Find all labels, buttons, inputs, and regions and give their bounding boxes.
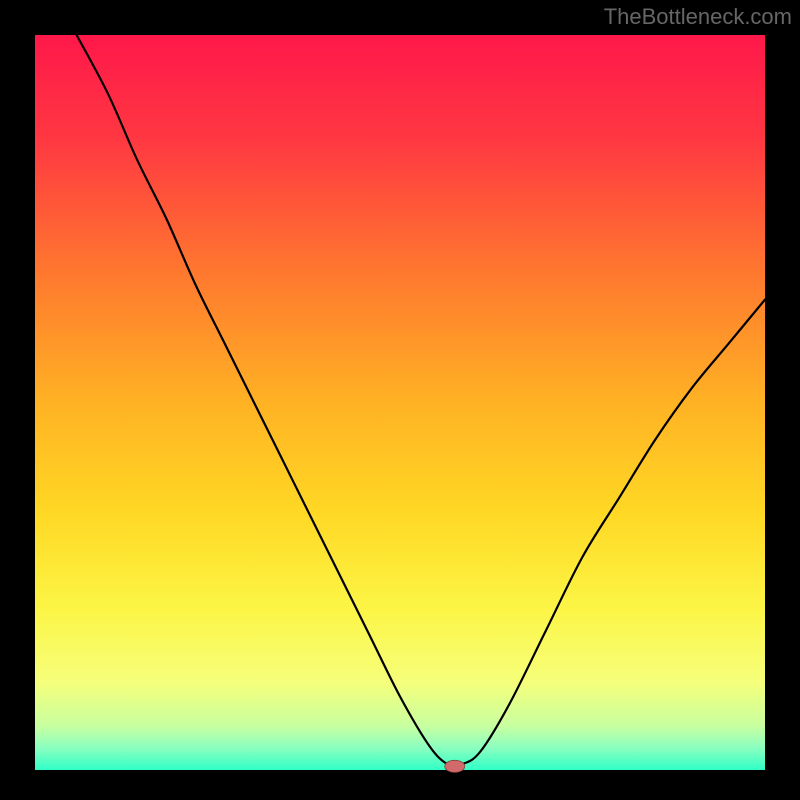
plot-background <box>35 35 765 770</box>
watermark-text: TheBottleneck.com <box>604 4 792 30</box>
bottleneck-chart <box>0 0 800 800</box>
optimal-point-marker <box>445 760 465 772</box>
